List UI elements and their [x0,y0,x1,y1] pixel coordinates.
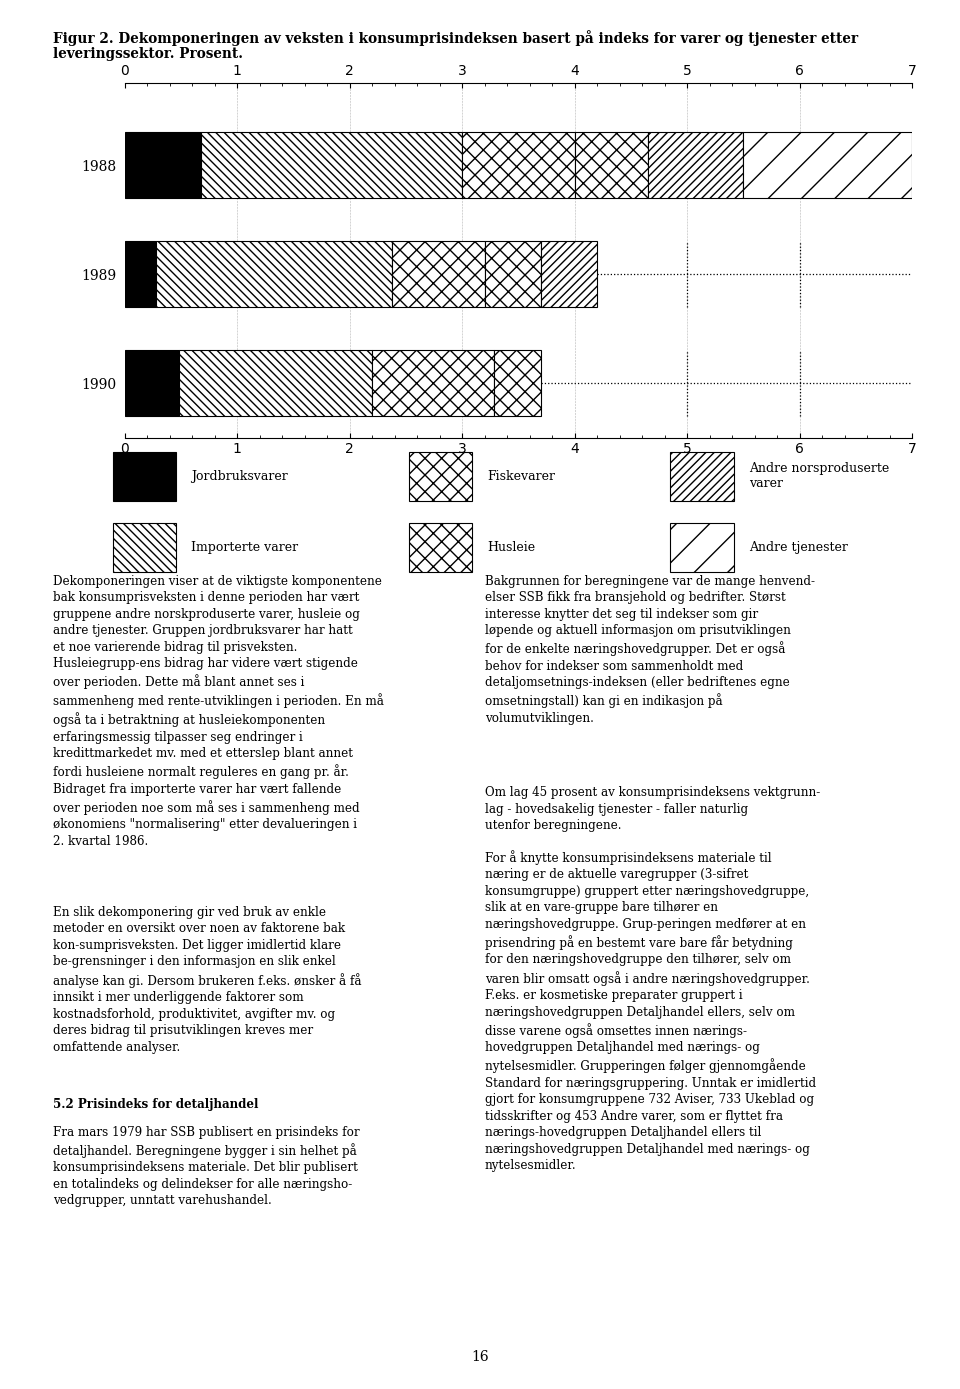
Bar [540,242,597,307]
Bar [113,522,177,572]
Bar [493,350,540,415]
Text: 5.2 Prisindeks for detaljhandel: 5.2 Prisindeks for detaljhandel [53,1097,258,1111]
Text: leveringssektor. Prosent.: leveringssektor. Prosent. [53,47,243,61]
Text: Husleie: Husleie [487,540,536,554]
Bar [125,242,156,307]
Bar [125,350,179,415]
Bar [393,242,485,307]
Text: 16: 16 [471,1350,489,1364]
Bar [113,451,177,501]
Bar [202,132,462,197]
Text: Dekomponeringen viser at de viktigste komponentene
bak konsumprisveksten i denne: Dekomponeringen viser at de viktigste ko… [53,575,384,847]
Text: Andre norsproduserte
varer: Andre norsproduserte varer [749,463,889,490]
Bar [372,350,493,415]
Text: Jordbruksvarer: Jordbruksvarer [191,469,288,483]
Text: For å knytte konsumprisindeksens materiale til
næring er de aktuelle varegrupper: For å knytte konsumprisindeksens materia… [485,850,816,1172]
Bar [409,451,472,501]
Bar [179,350,372,415]
Bar [743,132,912,197]
Bar [409,522,472,572]
Bar [156,242,393,307]
Bar [575,132,648,197]
Text: En slik dekomponering gir ved bruk av enkle
metoder en oversikt over noen av fak: En slik dekomponering gir ved bruk av en… [53,906,361,1053]
Bar [462,132,575,197]
Bar [670,522,733,572]
Text: Andre tjenester: Andre tjenester [749,540,848,554]
Text: Fiskevarer: Fiskevarer [487,469,555,483]
Bar [670,451,733,501]
Text: Importerte varer: Importerte varer [191,540,299,554]
Text: Bakgrunnen for beregningene var de mange henvend-
elser SSB fikk fra bransjehold: Bakgrunnen for beregningene var de mange… [485,575,815,725]
Bar [648,132,743,197]
Bar [125,132,202,197]
Text: Fra mars 1979 har SSB publisert en prisindeks for
detaljhandel. Beregningene byg: Fra mars 1979 har SSB publisert en prisi… [53,1125,359,1207]
Text: Figur 2. Dekomponeringen av veksten i konsumprisindeksen basert på indeks for va: Figur 2. Dekomponeringen av veksten i ko… [53,31,858,46]
Bar [485,242,540,307]
Text: Om lag 45 prosent av konsumprisindeksens vektgrunn-
lag - hovedsakelig tjenester: Om lag 45 prosent av konsumprisindeksens… [485,786,820,832]
